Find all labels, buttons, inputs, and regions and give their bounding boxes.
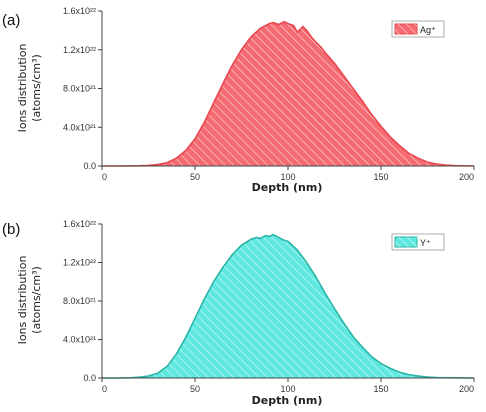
panel-b-legend-label: Y⁺ [420,238,431,248]
panel-b-ytick-label: 4.0x10²¹ [63,335,96,345]
panel-b-plot-area: 0.0 4.0x10²¹ 8.0x10²¹ 1.2x10²² 1.6x10²² 0 50 10… [63,219,475,394]
panel-a-xlabel: Depth (nm) [252,181,323,194]
panel-b-xtick-label: 150 [373,384,388,394]
panel-a-xtick-label: 50 [190,172,200,182]
panel-a-plot-area: 0.0 4.0x10²¹ 8.0x10²¹ 1.2x10²² 1.6x10²² 0 50 10… [63,6,475,182]
panel-b-ytick-label: 8.0x10²¹ [63,296,96,306]
panel-a-ytick-label: 1.6x10²² [63,6,96,16]
panel-a-legend-swatch-hatch [395,24,417,34]
panel-a-ytick-label: 4.0x10²¹ [63,122,96,132]
panel-a-ytick-label: 0.0 [83,161,96,171]
panel-b-xtick-label: 0 [102,384,107,394]
panel-a-series-line [102,20,475,167]
panel-b-xtick-label: 50 [190,384,200,394]
panel-a-ytick-label: 8.0x10²¹ [63,84,96,94]
panel-a-label: (a) [2,12,20,29]
panel-a-xtick-label: 0 [102,172,107,182]
panel-a-xtick-label: 150 [373,172,388,182]
panel-a-ylabel-line2: (atoms/cm³) [30,54,43,122]
panel-a-area-hatch [102,21,474,166]
panel-b-xlabel: Depth (nm) [252,394,323,407]
panel-b-ytick-label: 1.2x10²² [63,258,96,268]
chart-panel-b: (b) Ions distribution (atoms/cm³) 0.0 4.0… [2,219,475,407]
panel-b-xtick-label: 100 [280,384,295,394]
panel-b-legend-swatch-hatch [395,237,417,247]
panel-a-legend-label: Ag⁺ [420,25,436,35]
panel-b-area-hatch [102,234,474,378]
panel-b-ytick-label: 0.0 [83,373,96,383]
panel-a-xtick-label: 200 [459,172,474,182]
chart-panel-a: (a) Ions distribution (atoms/cm³) 0.0 4.0… [2,6,475,194]
panel-b-label: (b) [2,221,20,238]
panel-b-ytick-label: 1.6x10²² [63,219,96,229]
panel-a-xtick-label: 100 [280,172,295,182]
panel-a-ylabel-line1: Ions distribution [16,44,29,133]
panel-a-ytick-label: 1.2x10²² [63,45,96,55]
panel-b-ylabel-line2: (atoms/cm³) [30,266,43,334]
panel-b-xtick-label: 200 [459,384,474,394]
panel-b-series-line [102,233,475,379]
panel-b-ylabel-line1: Ions distribution [16,256,29,345]
